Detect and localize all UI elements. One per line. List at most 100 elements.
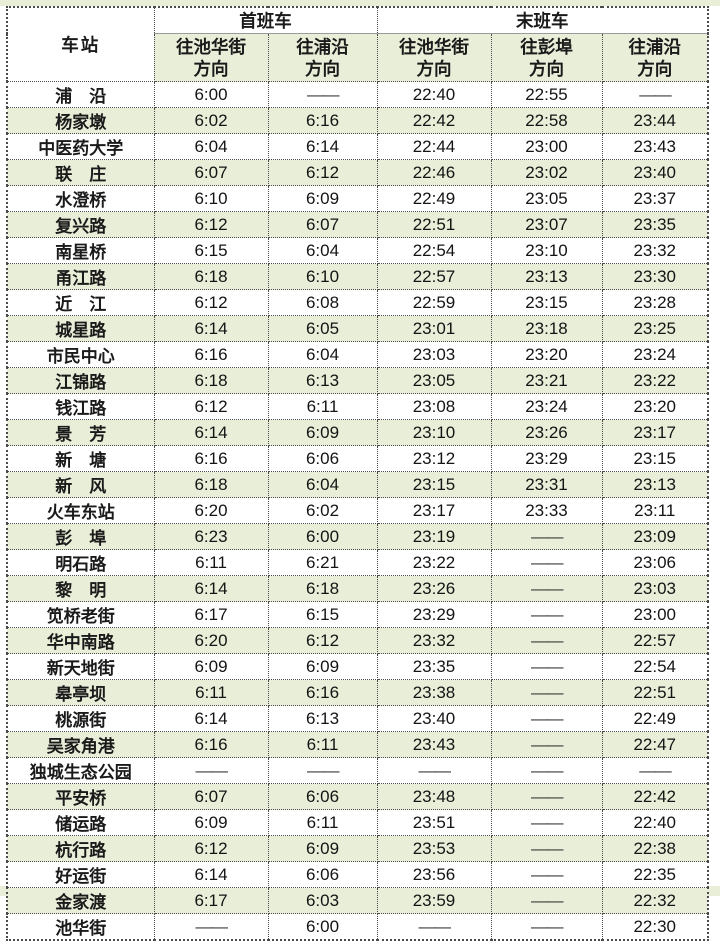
time-cell: 6:12 (153, 393, 269, 420)
time-cell: 23:08 (376, 393, 492, 420)
time-cell: 6:18 (153, 471, 269, 498)
time-cell: 6:09 (153, 809, 269, 836)
time-cell: 6:14 (153, 315, 269, 342)
station-name: 彭 埠 (6, 523, 155, 550)
time-cell: 23:15 (490, 289, 603, 316)
time-cell: 6:18 (153, 367, 269, 394)
station-name: 南星桥 (6, 237, 155, 264)
time-cell: 23:56 (376, 861, 492, 888)
table-row: 平安桥 6:07 6:06 23:48 —— 22:42 (6, 783, 709, 810)
time-cell: 6:09 (267, 835, 378, 862)
direction-line1: 往池华街 (176, 36, 246, 57)
time-cell: 23:22 (601, 367, 709, 394)
no-service-dash: —— (490, 757, 603, 784)
station-name: 景 芳 (6, 419, 155, 446)
train-timetable: 车站 首班车 末班车 往池华街 方向 往浦沿 方向 往池华街 方向 往彭埠 方向… (6, 6, 709, 941)
table-row: 浦 沿 6:00 —— 22:40 22:55 —— (6, 81, 709, 108)
direction-header-row: 往池华街 方向 往浦沿 方向 往池华街 方向 往彭埠 方向 往浦沿 方向 (7, 33, 709, 82)
direction-header-first-chihuajie: 往池华街 方向 (153, 33, 269, 82)
time-cell: 23:05 (490, 185, 603, 212)
time-cell: 23:10 (490, 237, 603, 264)
time-cell: 23:43 (376, 731, 492, 758)
table-row: 储运路 6:09 6:11 23:51 —— 22:40 (6, 809, 709, 836)
time-cell: 6:12 (153, 289, 269, 316)
time-cell: 6:12 (153, 835, 269, 862)
time-cell: 6:03 (267, 887, 378, 914)
station-name: 杨家墩 (6, 107, 155, 134)
table-row: 火车东站 6:20 6:02 23:17 23:33 23:11 (6, 497, 709, 524)
table-row: 新天地街 6:09 6:09 23:35 —— 22:54 (6, 653, 709, 680)
time-cell: 6:06 (267, 445, 378, 472)
time-cell: 6:07 (267, 211, 378, 238)
direction-header-first-puyan: 往浦沿 方向 (267, 33, 378, 82)
time-cell: 6:14 (153, 419, 269, 446)
timetable-body: 浦 沿 6:00 —— 22:40 22:55 —— 杨家墩 6:02 6:16 22:42 22:… (6, 81, 709, 941)
table-row: 笕桥老街 6:17 6:15 23:29 —— 23:00 (6, 601, 709, 628)
direction-header-last-chihuajie: 往池华街 方向 (376, 33, 492, 82)
station-name: 钱江路 (6, 393, 155, 420)
time-cell: 23:21 (490, 367, 603, 394)
no-service-dash: —— (490, 575, 603, 602)
time-cell: 6:11 (267, 393, 378, 420)
time-cell: 6:10 (267, 263, 378, 290)
time-cell: 6:13 (267, 705, 378, 732)
table-row: 明石路 6:11 6:21 23:22 —— 23:06 (6, 549, 709, 576)
time-cell: 6:02 (267, 497, 378, 524)
time-cell: 22:55 (490, 81, 603, 108)
direction-header-last-pengbu: 往彭埠 方向 (490, 33, 603, 82)
time-cell: 23:09 (601, 523, 709, 550)
time-cell: 6:02 (153, 107, 269, 134)
time-cell: 6:04 (267, 341, 378, 368)
time-cell: 6:14 (267, 133, 378, 160)
time-cell: 23:31 (490, 471, 603, 498)
time-cell: 23:26 (376, 575, 492, 602)
table-row: 彭 埠 6:23 6:00 23:19 —— 23:09 (6, 523, 709, 550)
table-row: 联 庄 6:07 6:12 22:46 23:02 23:40 (6, 159, 709, 186)
time-cell: 22:46 (376, 159, 492, 186)
time-cell: 6:09 (267, 653, 378, 680)
time-cell: 6:20 (153, 497, 269, 524)
table-row: 吴家角港 6:16 6:11 23:43 —— 22:47 (6, 731, 709, 758)
time-cell: 22:57 (601, 627, 709, 654)
time-cell: 6:17 (153, 887, 269, 914)
time-cell: 6:16 (153, 445, 269, 472)
time-cell: 23:03 (376, 341, 492, 368)
station-name: 近 江 (6, 289, 155, 316)
time-cell: 23:28 (601, 289, 709, 316)
direction-line2: 方向 (416, 58, 452, 79)
table-row: 中医药大学 6:04 6:14 22:44 23:00 23:43 (6, 133, 709, 160)
time-cell: 22:38 (601, 835, 709, 862)
time-cell: 23:18 (490, 315, 603, 342)
time-cell: 23:35 (376, 653, 492, 680)
station-name: 黎 明 (6, 575, 155, 602)
station-name: 储运路 (6, 809, 155, 836)
direction-line2: 方向 (305, 58, 340, 79)
time-cell: 22:47 (601, 731, 709, 758)
time-cell: 22:59 (376, 289, 492, 316)
station-name: 桃源街 (6, 705, 155, 732)
time-cell: 22:32 (601, 887, 709, 914)
table-row: 江锦路 6:18 6:13 23:05 23:21 23:22 (6, 367, 709, 394)
direction-line1: 往浦沿 (628, 36, 682, 57)
time-cell: 23:19 (376, 523, 492, 550)
table-row: 杭行路 6:12 6:09 23:53 —— 22:38 (6, 835, 709, 862)
station-name: 皋亭坝 (6, 679, 155, 706)
time-cell: 23:26 (490, 419, 603, 446)
time-cell: 22:35 (601, 861, 709, 888)
time-cell: 6:10 (153, 185, 269, 212)
station-name: 明石路 (6, 549, 155, 576)
no-service-dash: —— (490, 731, 603, 758)
time-cell: 22:44 (376, 133, 492, 160)
station-name: 吴家角港 (6, 731, 155, 758)
station-name: 好运街 (6, 861, 155, 888)
time-cell: 6:11 (153, 679, 269, 706)
time-cell: 23:07 (490, 211, 603, 238)
station-name: 联 庄 (6, 159, 155, 186)
time-cell: 6:08 (267, 289, 378, 316)
table-row: 池华街 —— 6:00 —— —— 22:30 (6, 913, 709, 941)
time-cell: 6:04 (267, 237, 378, 264)
table-row: 钱江路 6:12 6:11 23:08 23:24 23:20 (6, 393, 709, 420)
no-service-dash: —— (490, 913, 603, 941)
time-cell: 6:00 (267, 523, 378, 550)
no-service-dash: —— (490, 887, 603, 914)
